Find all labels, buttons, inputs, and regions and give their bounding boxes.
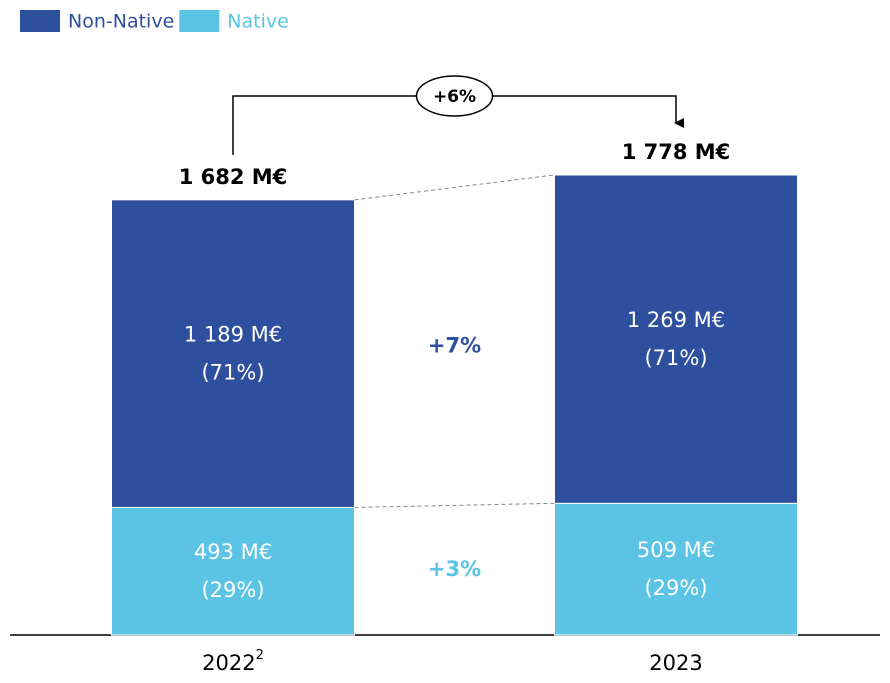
legend-swatch: [179, 10, 220, 32]
bar-segment: [554, 502, 798, 636]
bar-segment: [554, 174, 798, 504]
legend-label: Native: [227, 11, 289, 33]
connector: [354, 174, 555, 201]
category-text: 2022: [202, 651, 255, 675]
value-label: 493 M€: [194, 540, 272, 564]
share-label: (29%): [644, 576, 707, 600]
share-label: (71%): [644, 346, 707, 370]
share-label: (71%): [201, 361, 264, 385]
total-label: 1 682 M€: [179, 165, 288, 189]
bar-segment: [111, 199, 355, 508]
legend-label: Non-Native: [68, 11, 174, 33]
legend-swatch: [20, 10, 60, 32]
bar-segment: [111, 506, 355, 636]
category-label: 2023: [649, 651, 702, 675]
total-label: 1 778 M€: [622, 140, 731, 164]
connector: [354, 502, 555, 508]
total-growth-label: +6%: [433, 87, 476, 107]
growth-label: +3%: [428, 557, 481, 581]
category-text: 2023: [649, 651, 702, 675]
growth-bubble: [415, 75, 494, 117]
value-label: 1 269 M€: [627, 308, 725, 332]
footnote-mark: 2: [256, 648, 264, 663]
value-label: 1 189 M€: [184, 323, 282, 347]
value-label: 509 M€: [637, 538, 715, 562]
growth-label: +7%: [428, 333, 481, 357]
share-label: (29%): [201, 578, 264, 602]
category-label: 20222: [202, 648, 264, 676]
